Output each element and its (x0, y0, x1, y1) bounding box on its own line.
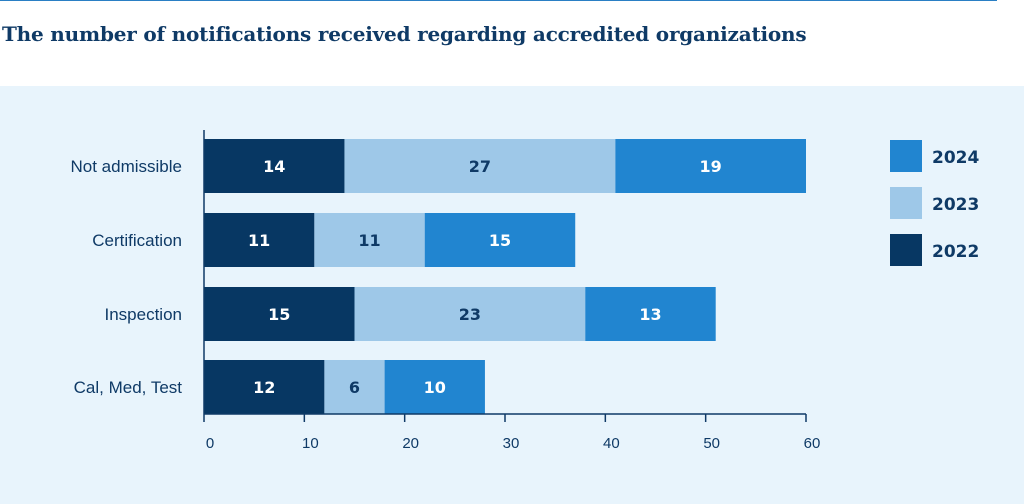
bar-cal-med-test-2024 (384, 360, 485, 414)
chart-title: The number of notifications received reg… (2, 22, 807, 46)
value-label-cal-med-test-2023: 6 (349, 378, 360, 397)
x-tick-label-10: 10 (302, 435, 319, 452)
bar-certification-2023 (314, 213, 425, 267)
value-label-certification-2022: 11 (248, 231, 270, 250)
value-label-inspection-2022: 15 (268, 305, 290, 324)
bar-not-admissible-2022 (204, 139, 345, 193)
value-label-cal-med-test-2024: 10 (424, 378, 446, 397)
value-label-not-admissible-2024: 19 (700, 157, 722, 176)
value-label-not-admissible-2022: 14 (263, 157, 285, 176)
value-label-inspection-2023: 23 (459, 305, 481, 324)
value-label-cal-med-test-2022: 12 (253, 378, 275, 397)
value-label-certification-2023: 11 (358, 231, 380, 250)
x-axis-group: 0 10 20 30 40 50 60 (203, 130, 821, 452)
category-label-not-admissible: Not admissible (71, 157, 183, 176)
legend-swatch-2023 (890, 187, 922, 219)
x-tick-label-50: 50 (703, 435, 720, 452)
bars-group: 14 27 19 11 11 15 15 23 13 12 6 10 (204, 139, 806, 414)
top-rule (0, 0, 997, 1)
bar-inspection-2022 (204, 287, 355, 341)
legend-group: 2024 2023 2022 (890, 140, 979, 266)
category-label-inspection: Inspection (105, 305, 183, 324)
x-tick-label-30: 30 (503, 435, 520, 452)
legend-swatch-2022 (890, 234, 922, 266)
legend-label-2022: 2022 (932, 242, 979, 262)
category-label-cal-med-test: Cal, Med, Test (74, 378, 183, 397)
value-label-certification-2024: 15 (489, 231, 511, 250)
category-label-certification: Certification (92, 231, 182, 250)
x-tick-label-20: 20 (402, 435, 419, 452)
legend-label-2023: 2023 (932, 195, 979, 215)
bar-not-admissible-2023 (344, 139, 616, 193)
legend-swatch-2024 (890, 140, 922, 172)
bar-inspection-2023 (354, 287, 586, 341)
bar-certification-2022 (204, 213, 315, 267)
legend-label-2024: 2024 (932, 148, 979, 168)
x-tick-label-60: 60 (804, 435, 821, 452)
bar-cal-med-test-2022 (204, 360, 325, 414)
category-labels-group: Not admissible Certification Inspection Cal… (71, 157, 183, 397)
x-tick-label-0: 0 (206, 435, 214, 452)
value-label-inspection-2024: 13 (639, 305, 661, 324)
bar-certification-2024 (424, 213, 576, 267)
bar-inspection-2024 (585, 287, 716, 341)
value-label-not-admissible-2023: 27 (469, 157, 491, 176)
bar-not-admissible-2024 (615, 139, 806, 193)
bar-cal-med-test-2023 (324, 360, 385, 414)
x-tick-label-40: 40 (603, 435, 620, 452)
